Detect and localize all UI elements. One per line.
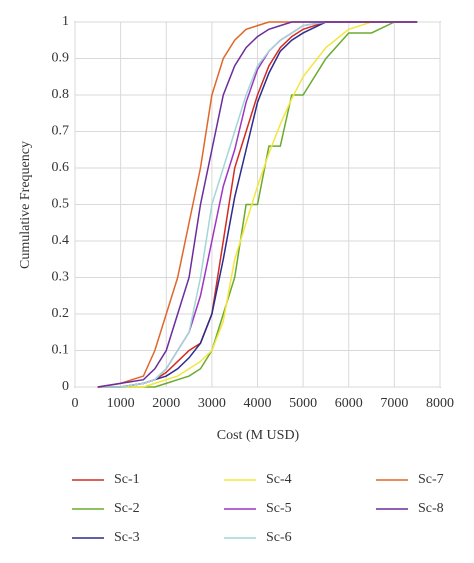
x-tick-label: 7000 bbox=[380, 396, 408, 411]
y-tick-label: 0 bbox=[62, 379, 69, 394]
x-tick-label: 8000 bbox=[426, 396, 454, 411]
y-tick-label: 0.1 bbox=[52, 343, 70, 358]
x-tick-label: 1000 bbox=[107, 396, 135, 411]
y-tick-label: 0.3 bbox=[52, 270, 70, 285]
legend-label: Sc-8 bbox=[418, 501, 444, 516]
y-axis-label: Cumulative Frequency bbox=[18, 141, 33, 269]
y-tick-label: 0.4 bbox=[52, 233, 70, 248]
y-tick-label: 0.6 bbox=[52, 160, 70, 175]
x-tick-label: 6000 bbox=[335, 396, 363, 411]
x-tick-label: 0 bbox=[72, 396, 79, 411]
y-tick-label: 0.5 bbox=[52, 197, 70, 212]
series-line bbox=[97, 21, 418, 388]
y-tick-label: 0.2 bbox=[52, 306, 70, 321]
x-tick-label: 5000 bbox=[289, 396, 317, 411]
legend-label: Sc-2 bbox=[114, 501, 140, 516]
y-tick-label: 0.9 bbox=[52, 51, 70, 66]
legend-label: Sc-1 bbox=[114, 472, 140, 487]
x-tick-label: 4000 bbox=[244, 396, 272, 411]
x-tick-label: 2000 bbox=[152, 396, 180, 411]
legend-label: Sc-3 bbox=[114, 530, 140, 545]
legend-label: Sc-5 bbox=[266, 501, 292, 516]
y-tick-label: 1 bbox=[62, 14, 69, 29]
x-tick-label: 3000 bbox=[198, 396, 226, 411]
legend-label: Sc-4 bbox=[266, 472, 292, 487]
series-line bbox=[97, 21, 418, 388]
y-tick-label: 0.8 bbox=[52, 87, 70, 102]
legend-label: Sc-6 bbox=[266, 530, 292, 545]
x-axis-label: Cost (M USD) bbox=[217, 428, 300, 443]
y-tick-label: 0.7 bbox=[52, 124, 70, 139]
legend-label: Sc-7 bbox=[418, 472, 444, 487]
